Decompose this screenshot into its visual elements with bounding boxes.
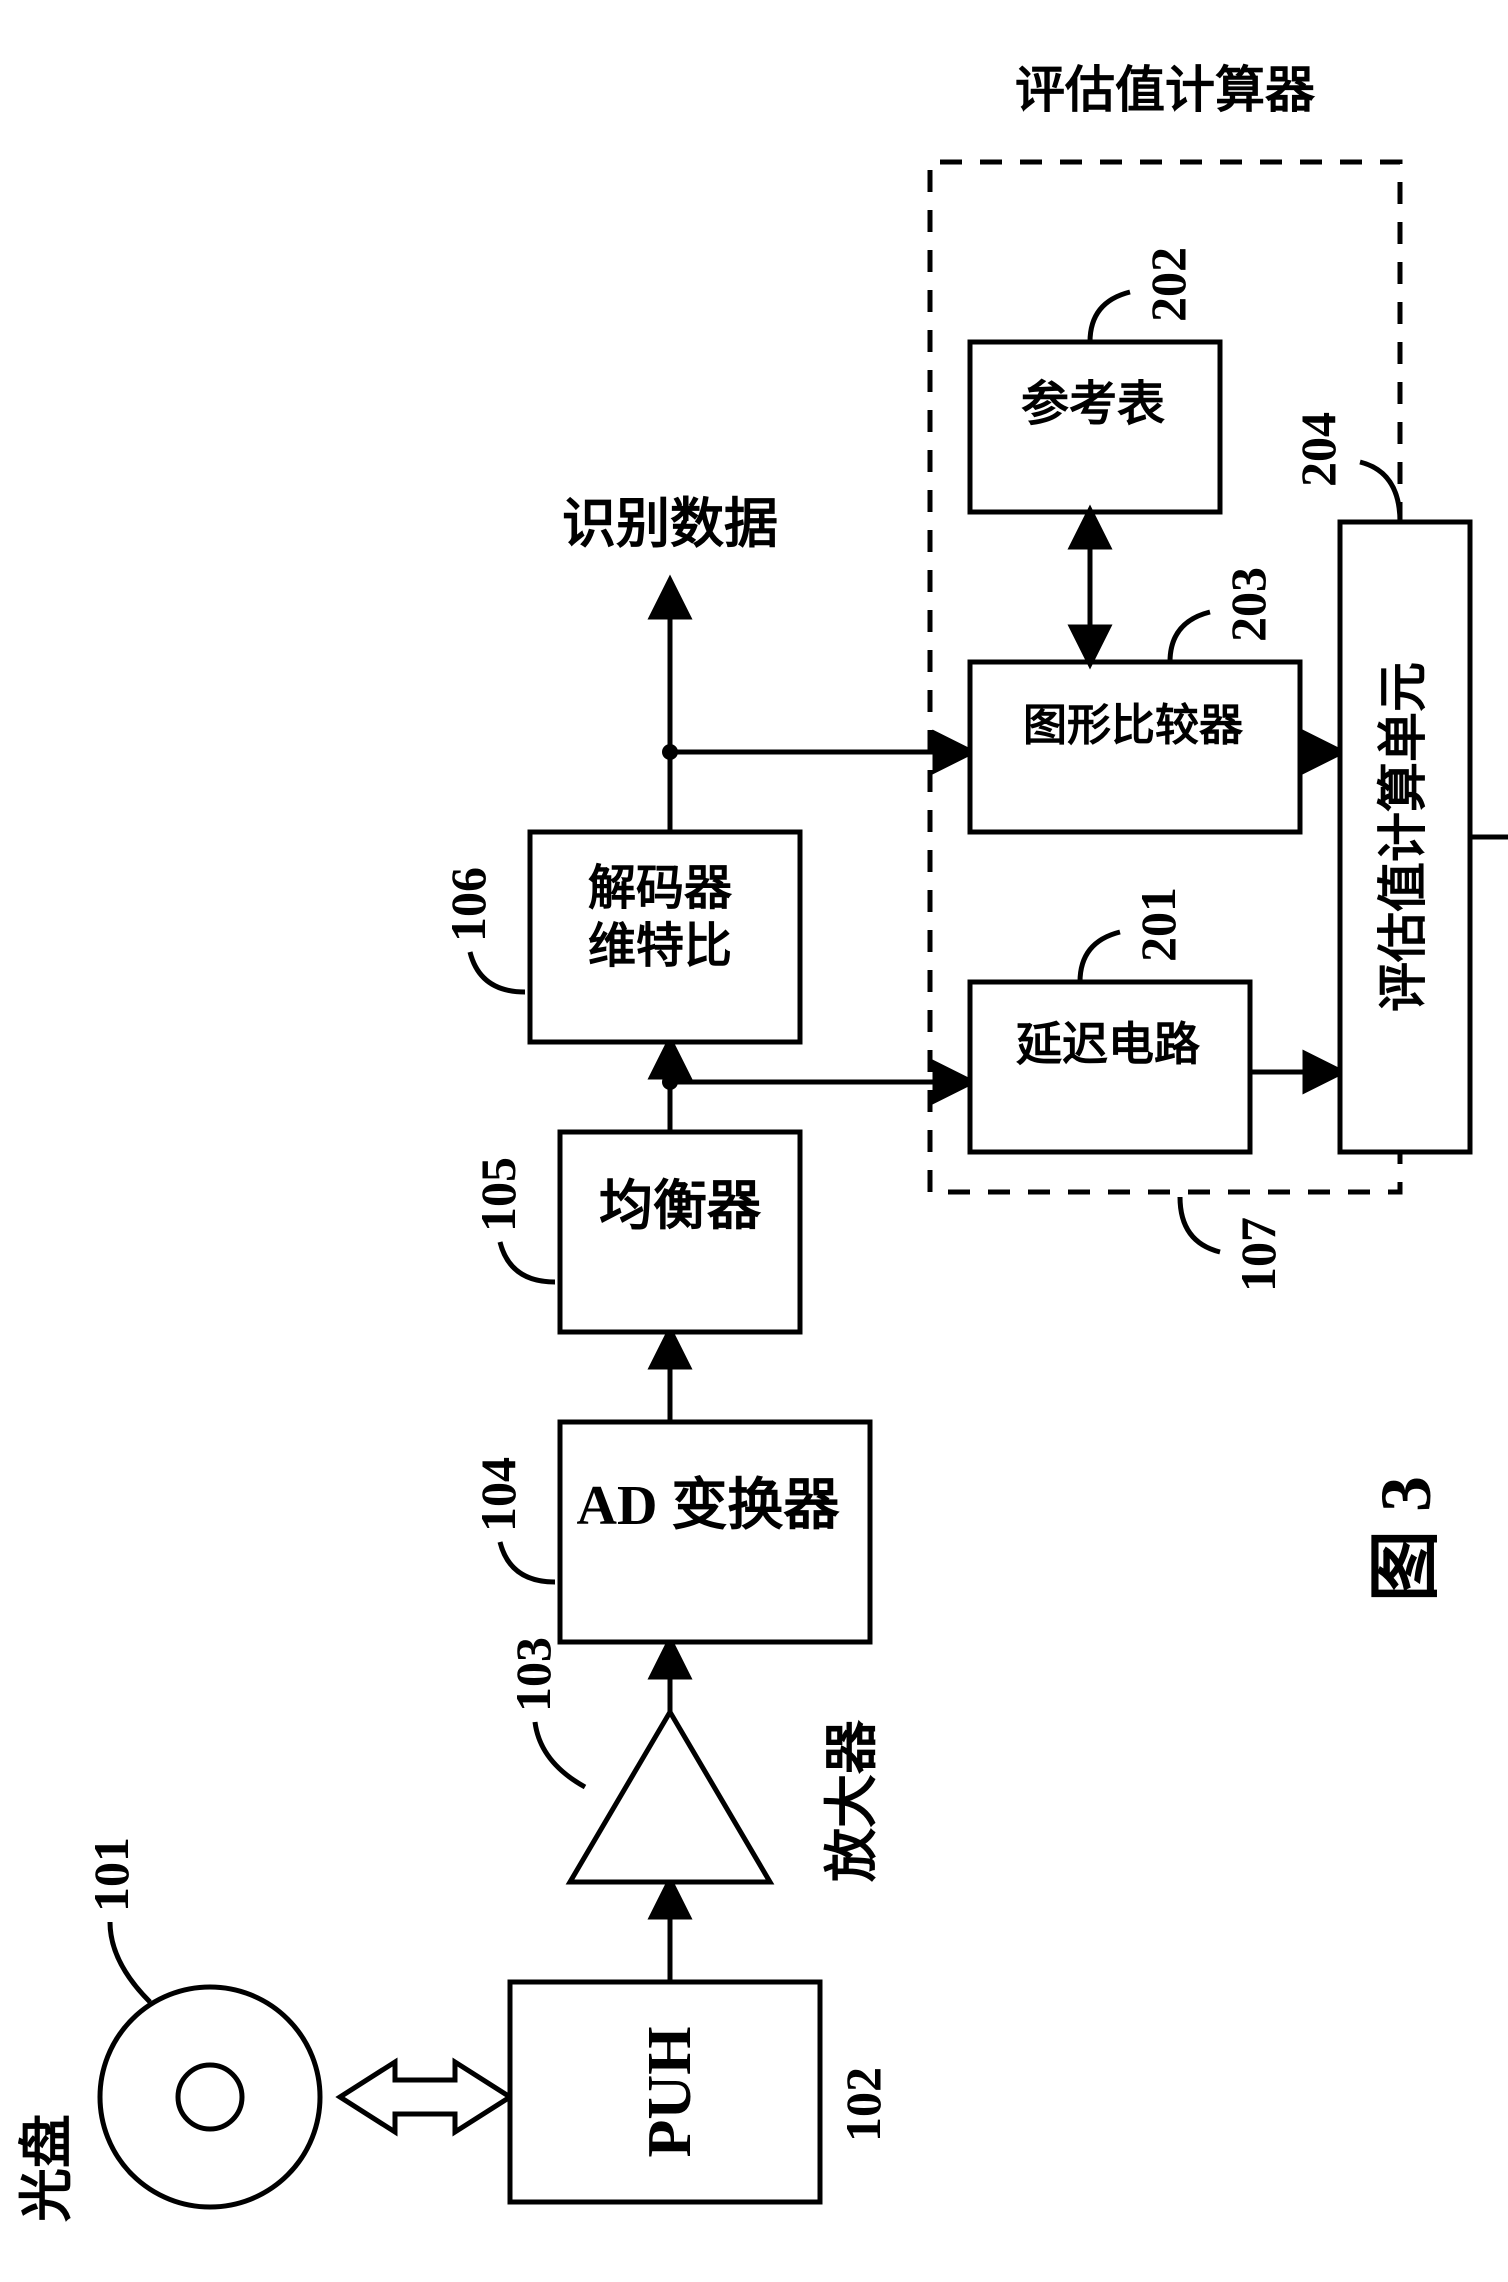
id-105: 105 xyxy=(470,1157,526,1232)
block-102: PUH 102 xyxy=(510,1982,891,2202)
block-104: AD 变换器 104 xyxy=(470,1422,870,1642)
id-102: 102 xyxy=(835,2067,891,2142)
label-204: 评估值计算单元 xyxy=(1375,662,1431,1012)
id-103: 103 xyxy=(505,1637,561,1712)
label-106-l2: 解码器 xyxy=(588,862,733,915)
label-103: 放大器 xyxy=(822,1719,882,1882)
id-202: 202 xyxy=(1140,247,1196,322)
id-203: 203 xyxy=(1220,567,1276,642)
id-201: 201 xyxy=(1130,887,1186,962)
figure-label: 图 3 xyxy=(1366,1476,1446,1602)
block-103-amp: 103 放大器 xyxy=(505,1637,882,1882)
id-204: 204 xyxy=(1290,412,1346,487)
diagram-canvas: 101 光盘 PUH 102 103 放大器 AD 变换器 104 均衡器 10… xyxy=(0,0,1508,2282)
rotated-stage: 101 光盘 PUH 102 103 放大器 AD 变换器 104 均衡器 10… xyxy=(0,0,1508,2282)
label-201: 延迟电路 xyxy=(1016,1019,1201,1070)
label-106-l1: 维特比 xyxy=(588,920,732,973)
id-106: 106 xyxy=(440,867,496,942)
id-101: 101 xyxy=(83,1837,139,1912)
block-201: 延迟电路 201 xyxy=(970,887,1250,1152)
label-107: 评估值计算器 xyxy=(1015,62,1316,118)
label-recognized-data: 识别数据 xyxy=(562,494,778,554)
block-105: 均衡器 105 xyxy=(470,1132,800,1332)
label-203: 图形比较器 xyxy=(1023,701,1244,750)
id-104: 104 xyxy=(470,1457,526,1532)
id-107: 107 xyxy=(1230,1217,1286,1292)
bidir-arrow-101-102 xyxy=(340,2062,510,2132)
block-204: 评估值计算单元 204 xyxy=(1290,412,1470,1152)
label-202: 参考表 xyxy=(1021,378,1165,431)
block-203: 图形比较器 203 xyxy=(970,567,1300,832)
label-102: PUH xyxy=(636,2027,704,2158)
block-106: 维特比 解码器 106 xyxy=(440,832,800,1042)
block-202: 参考表 202 xyxy=(970,247,1220,512)
label-104: AD 变换器 xyxy=(577,1475,841,1537)
label-105: 均衡器 xyxy=(599,1176,762,1236)
label-101: 光盘 xyxy=(17,2114,77,2222)
block-101-disc: 101 光盘 xyxy=(17,1837,320,2222)
